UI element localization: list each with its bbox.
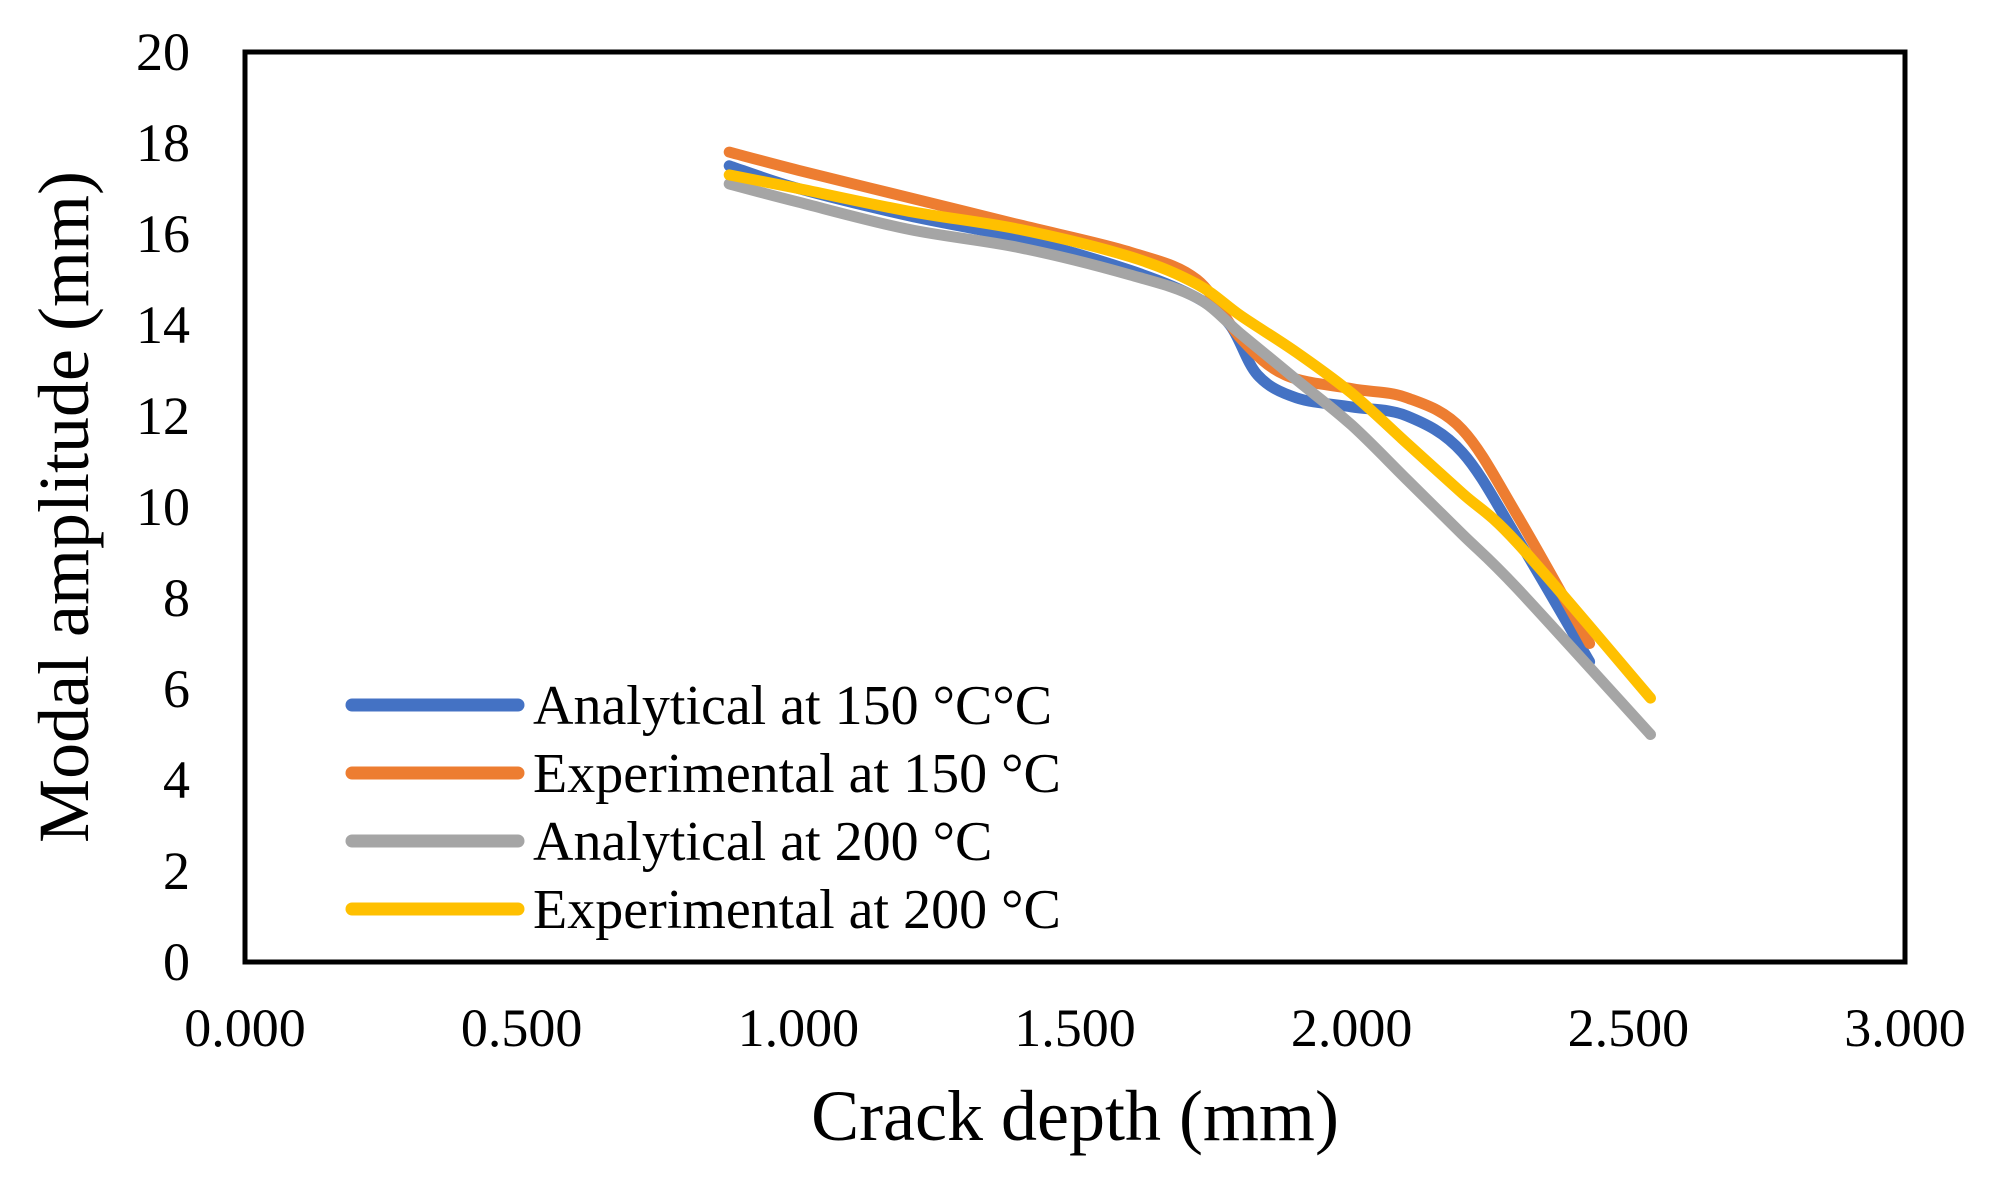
plot-frame xyxy=(242,49,1908,965)
y-tick-label: 8 xyxy=(163,568,190,628)
series-line-experimental-at-150-c xyxy=(723,146,1596,649)
x-tick-label: 0.000 xyxy=(184,998,306,1058)
y-tick-label: 18 xyxy=(136,113,190,173)
series-line-analytical-at-150-c-c xyxy=(723,160,1596,668)
series-line-experimental-at-200-c xyxy=(723,169,1656,704)
x-tick-label: 1.500 xyxy=(1014,998,1136,1058)
legend-label: Experimental at 200 °C xyxy=(533,879,1061,941)
x-axis-title: Crack depth (mm) xyxy=(811,1076,1339,1156)
y-tick-label: 12 xyxy=(136,386,190,446)
x-tick-label: 2.500 xyxy=(1568,998,1690,1058)
y-tick-label: 0 xyxy=(163,932,190,992)
y-tick-label: 16 xyxy=(136,204,190,264)
x-axis-ticks: 0.000 0.500 1.000 1.500 2.000 2.500 3.000 xyxy=(184,998,1966,1058)
legend-label: Experimental at 150 °C xyxy=(533,743,1061,805)
y-tick-label: 6 xyxy=(163,659,190,719)
series-lines xyxy=(723,146,1656,740)
y-tick-label: 20 xyxy=(136,22,190,82)
y-tick-label: 4 xyxy=(163,750,190,810)
x-tick-label: 2.000 xyxy=(1291,998,1413,1058)
y-tick-label: 2 xyxy=(163,841,190,901)
x-tick-label: 3.000 xyxy=(1844,998,1966,1058)
y-tick-label: 14 xyxy=(136,295,190,355)
legend-label: Analytical at 150 °C°C xyxy=(533,675,1052,737)
x-tick-label: 1.000 xyxy=(738,998,860,1058)
y-axis-title: Modal amplitude (mm) xyxy=(24,171,104,843)
y-axis-ticks: 0 2 4 6 8 10 12 14 16 18 20 xyxy=(136,22,190,992)
x-tick-label: 0.500 xyxy=(461,998,583,1058)
legend-label: Analytical at 200 °C xyxy=(533,811,992,873)
series-line-analytical-at-200-c xyxy=(723,178,1656,740)
y-tick-label: 10 xyxy=(136,477,190,537)
